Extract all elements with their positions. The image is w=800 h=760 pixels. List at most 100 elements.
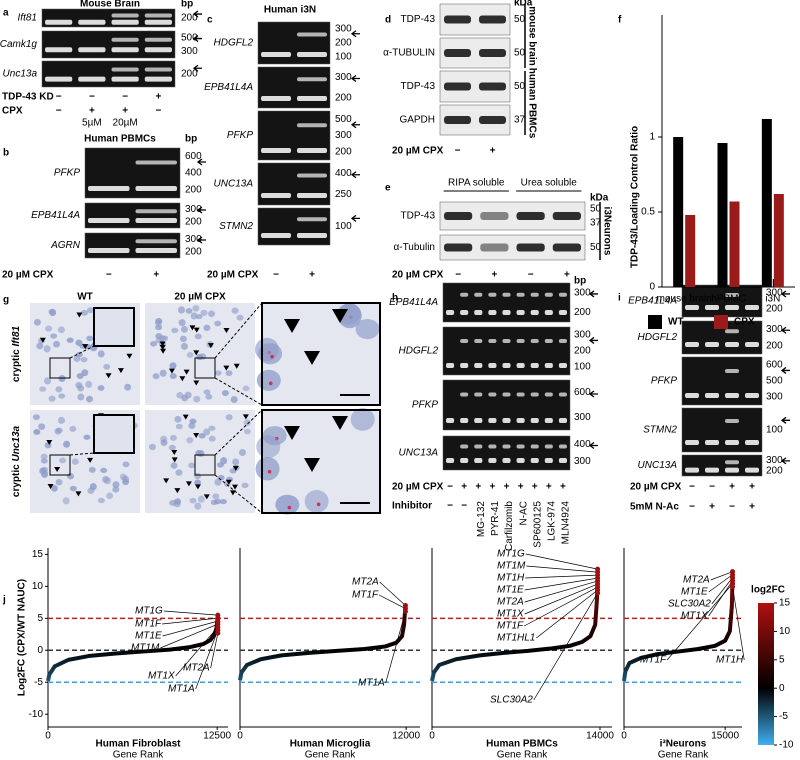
nucleus xyxy=(124,383,132,391)
gel-band xyxy=(111,47,139,53)
nucleus xyxy=(198,433,206,439)
row-label: GAPDH xyxy=(399,115,435,126)
y-tick-label: -5 xyxy=(34,677,43,688)
nucleus xyxy=(100,467,108,474)
inset-link xyxy=(214,409,263,514)
size-marker: 300 xyxy=(766,288,783,299)
nucleus xyxy=(255,456,280,481)
gel-band xyxy=(460,339,469,343)
gel-band xyxy=(446,310,455,315)
panel-label: g xyxy=(3,295,9,306)
gel-band xyxy=(474,339,483,343)
gel-band xyxy=(558,363,567,368)
row-label: cryptic Unc13a xyxy=(11,425,22,497)
nucleus xyxy=(69,485,77,492)
gel-image xyxy=(257,207,331,246)
gel-image xyxy=(41,30,176,59)
gel-band xyxy=(558,418,567,423)
gel-band xyxy=(725,419,739,423)
row-label: TDP-43 xyxy=(401,211,436,222)
nucleus xyxy=(173,501,181,508)
row-label: EPB41L4A xyxy=(628,296,677,307)
gel-band xyxy=(544,418,553,423)
arrowhead xyxy=(159,344,166,350)
nucleus xyxy=(208,310,216,318)
row-label: UNC13A xyxy=(399,448,439,459)
nucleus xyxy=(77,385,85,392)
gel-band xyxy=(745,440,759,445)
gel-band xyxy=(544,458,553,463)
gel-band xyxy=(446,418,455,423)
gel-band xyxy=(297,77,327,82)
gene-annotation: MT1X xyxy=(148,671,175,682)
size-marker: 300 xyxy=(766,455,783,466)
arrowhead xyxy=(87,457,94,463)
gel-band xyxy=(558,444,567,449)
nucleus xyxy=(90,345,98,352)
gel-band xyxy=(516,310,525,315)
nucleus xyxy=(196,353,204,361)
nucleus xyxy=(55,386,63,393)
row-label: α-Tubulin xyxy=(393,242,435,253)
gel-band xyxy=(725,329,739,334)
gel-band xyxy=(135,239,177,244)
arrow xyxy=(588,442,598,450)
row-label-prefix: cryptic xyxy=(11,464,22,497)
condition-sign: − xyxy=(455,270,461,281)
nucleus xyxy=(176,392,184,399)
arrow xyxy=(780,326,790,334)
row-label: TDP-43 xyxy=(401,81,436,92)
nucleus xyxy=(97,497,105,504)
size-marker: 100 xyxy=(766,425,783,436)
nucleus xyxy=(256,369,281,391)
nucleus xyxy=(81,369,89,377)
gel-band xyxy=(705,342,719,347)
panel-label: f xyxy=(618,15,622,26)
annotation-leader xyxy=(525,574,598,579)
nucleus xyxy=(39,386,47,392)
gel-band xyxy=(705,393,719,398)
unit-label: bp xyxy=(574,276,586,287)
gel-band xyxy=(474,363,483,368)
nucleus xyxy=(41,470,49,478)
gel-band xyxy=(725,460,739,465)
legend-swatch xyxy=(714,315,728,329)
arrow xyxy=(350,30,360,38)
nucleus xyxy=(169,434,177,441)
arrow xyxy=(780,416,790,424)
nucleus xyxy=(152,373,160,380)
nucleus xyxy=(185,308,193,314)
row-label: Unc13a xyxy=(3,69,38,80)
gel-band xyxy=(135,160,177,165)
size-marker: 300 xyxy=(574,456,591,467)
gel-band xyxy=(544,363,553,368)
row-label: AGRN xyxy=(50,240,81,251)
size-marker: 200 xyxy=(185,216,202,227)
arrow xyxy=(780,366,790,374)
nucleus xyxy=(87,487,95,494)
x-axis-subtitle: Gene Rank xyxy=(497,750,549,760)
panel-label: d xyxy=(385,15,391,26)
x-axis-subtitle: Gene Rank xyxy=(658,750,710,760)
arrowhead xyxy=(194,484,201,490)
gel-band xyxy=(88,218,130,223)
nucleus xyxy=(186,351,194,358)
gel-band xyxy=(111,67,139,72)
annotation-leader xyxy=(524,583,598,615)
gel-band xyxy=(502,458,511,463)
blot-band xyxy=(444,212,473,220)
size-marker: 400 xyxy=(335,168,352,179)
x-tick-label: 0 xyxy=(237,731,243,742)
gene-annotation: MT1H xyxy=(716,655,744,666)
size-marker: 200 xyxy=(181,69,198,80)
size-marker: 37 xyxy=(590,218,602,229)
arrowhead xyxy=(223,365,230,371)
gel-band xyxy=(685,342,699,347)
condition-sign: + xyxy=(490,146,496,157)
nucleus xyxy=(122,479,130,486)
nucleus xyxy=(350,407,375,431)
nucleus xyxy=(112,481,120,489)
nucleus xyxy=(106,492,114,500)
nucleus xyxy=(178,319,186,327)
gel-band xyxy=(45,76,73,82)
